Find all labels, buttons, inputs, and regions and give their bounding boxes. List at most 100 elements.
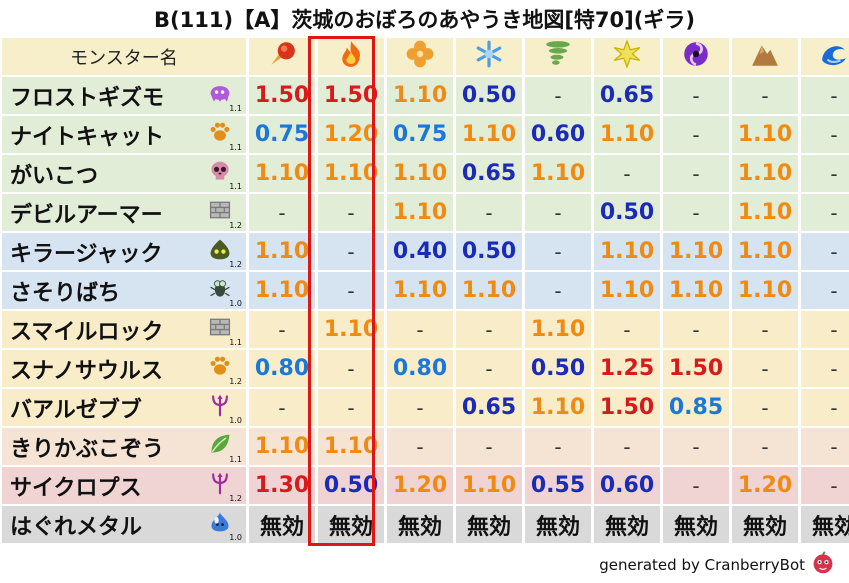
resistance-value: 0.55	[525, 467, 591, 504]
monster-level: 1.1	[229, 182, 242, 191]
resistance-value: -	[732, 350, 798, 387]
resistance-value: 1.10	[732, 272, 798, 309]
resistance-value: 0.65	[456, 155, 522, 192]
resistance-value: 無効	[318, 506, 384, 543]
trident-demon-icon	[208, 393, 232, 417]
resistance-value: 1.10	[249, 155, 315, 192]
table-row-name: きりかぶこぞう 1.1	[2, 428, 246, 465]
rock-mountain-icon	[750, 39, 780, 75]
resistance-value: 0.50	[456, 233, 522, 270]
resistance-value: -	[318, 194, 384, 231]
footer: generated by CranberryBot	[599, 551, 835, 578]
header-column-5	[594, 38, 660, 75]
resistance-value: -	[387, 389, 453, 426]
table-row-name: ナイトキャット 1.1	[2, 116, 246, 153]
resistance-value: -	[525, 272, 591, 309]
table-row-name: スナノサウルス 1.2	[2, 350, 246, 387]
monster-level: 1.0	[229, 299, 242, 308]
monster-name: さそりばち	[10, 280, 121, 306]
resistance-value: -	[801, 194, 849, 231]
table-row-name: サイクロプス 1.2	[2, 467, 246, 504]
resistance-value: 1.10	[249, 233, 315, 270]
resistance-value: 無効	[456, 506, 522, 543]
resistance-value: -	[318, 233, 384, 270]
paw-icon	[208, 354, 232, 378]
resistance-value: 0.60	[525, 116, 591, 153]
resistance-value: 無効	[732, 506, 798, 543]
resistance-value: 1.30	[249, 467, 315, 504]
table-row-name: キラージャック 1.2	[2, 233, 246, 270]
resistance-value: 1.10	[387, 272, 453, 309]
clover-icon	[405, 39, 435, 75]
meteor-fire-icon	[267, 39, 297, 75]
resistance-value: 1.10	[249, 272, 315, 309]
resistance-value: -	[801, 311, 849, 348]
monster-name: がいこつ	[10, 163, 99, 189]
resistance-value: 1.10	[318, 428, 384, 465]
resistance-value: 1.50	[318, 77, 384, 114]
brick-wall-icon	[208, 315, 232, 339]
resistance-value: -	[663, 467, 729, 504]
resistance-value: 0.65	[456, 389, 522, 426]
resistance-value: 1.10	[732, 155, 798, 192]
leaf-icon	[208, 432, 232, 456]
resistance-value: 無効	[594, 506, 660, 543]
resistance-value: 1.10	[525, 389, 591, 426]
resistance-value: 1.10	[456, 272, 522, 309]
resistance-value: -	[801, 467, 849, 504]
resistance-value: -	[732, 77, 798, 114]
header-column-4	[525, 38, 591, 75]
resistance-value: 1.10	[525, 155, 591, 192]
monster-level: 1.2	[229, 221, 242, 230]
resistance-value: 0.50	[456, 77, 522, 114]
resistance-value: -	[663, 428, 729, 465]
resistance-value: -	[387, 428, 453, 465]
monster-name: サイクロプス	[10, 475, 142, 501]
resistance-value: -	[801, 116, 849, 153]
footer-text: generated by CranberryBot	[599, 556, 805, 574]
resistance-value: -	[801, 428, 849, 465]
table-row-name: バアルゼブブ 1.0	[2, 389, 246, 426]
resistance-value: 1.10	[732, 116, 798, 153]
trident-demon-icon	[208, 471, 232, 495]
resistance-value: 1.50	[663, 350, 729, 387]
monster-level: 1.2	[229, 260, 242, 269]
resistance-value: -	[801, 233, 849, 270]
resistance-value: -	[525, 194, 591, 231]
resistance-value: 0.85	[663, 389, 729, 426]
monster-name: スマイルロック	[10, 319, 164, 345]
table-row-name: スマイルロック 1.1	[2, 311, 246, 348]
resistance-value: -	[525, 428, 591, 465]
table-row-name: フロストギズモ 1.1	[2, 77, 246, 114]
resistance-value: 1.25	[594, 350, 660, 387]
bug-icon	[208, 276, 232, 300]
resistance-value: 1.20	[732, 467, 798, 504]
resistance-value: 無効	[801, 506, 849, 543]
resistance-value: 1.10	[594, 116, 660, 153]
table-row-name: デビルアーマー 1.2	[2, 194, 246, 231]
resistance-value: 0.65	[594, 77, 660, 114]
header-column-2	[387, 38, 453, 75]
resistance-value: 無効	[387, 506, 453, 543]
monster-level: 1.0	[229, 533, 242, 542]
resistance-value: -	[663, 116, 729, 153]
resistance-value: -	[732, 311, 798, 348]
monster-name: フロストギズモ	[10, 85, 165, 111]
resistance-value: -	[525, 77, 591, 114]
monster-level: 1.1	[229, 104, 242, 113]
resistance-value: 1.10	[318, 311, 384, 348]
monster-level: 1.1	[229, 455, 242, 464]
resistance-value: 1.10	[525, 311, 591, 348]
resistance-value: -	[456, 428, 522, 465]
monster-level: 1.1	[229, 143, 242, 152]
resistance-value: 0.50	[594, 194, 660, 231]
resistance-value: -	[663, 194, 729, 231]
monster-name: バアルゼブブ	[10, 397, 142, 423]
resistance-value: -	[663, 155, 729, 192]
resistance-value: -	[318, 350, 384, 387]
resistance-value: 1.10	[456, 467, 522, 504]
resistance-value: -	[801, 350, 849, 387]
monster-name: スナノサウルス	[10, 358, 163, 384]
resistance-value: 1.20	[387, 467, 453, 504]
header-monster-name: モンスター名	[2, 38, 246, 75]
